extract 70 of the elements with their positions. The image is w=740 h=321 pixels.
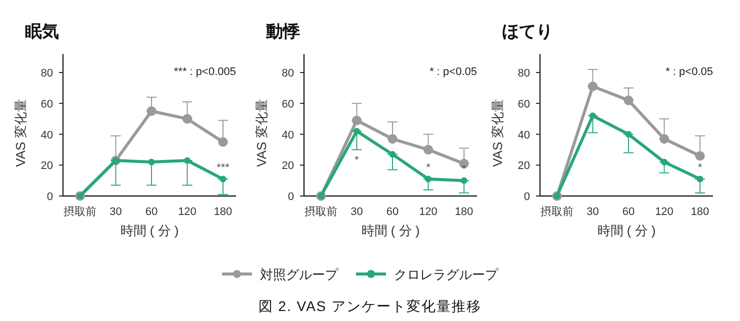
point	[148, 158, 155, 166]
y-tick-label: 0	[46, 191, 53, 203]
y-tick-label: 40	[518, 129, 530, 142]
y-tick-label: 60	[282, 98, 294, 110]
point	[352, 116, 362, 126]
x-tick-label: 60	[622, 206, 635, 218]
y-tick-label: 20	[518, 160, 530, 172]
x-axis-title: 時間 ( 分 )	[361, 223, 420, 238]
point	[423, 144, 434, 154]
annotation: *	[426, 162, 432, 174]
x-tick-label: 180	[454, 206, 474, 218]
legend-label: 対照グループ	[260, 267, 339, 282]
y-tick-label: 80	[518, 68, 530, 80]
point	[625, 130, 632, 138]
y-tick-label: 80	[40, 68, 53, 80]
point	[389, 151, 396, 158]
chart-title: 眠気	[25, 22, 59, 41]
x-tick-label: 180	[690, 206, 710, 218]
point	[184, 157, 191, 164]
y-axis-title: VAS 変化量	[254, 99, 269, 167]
x-tick-label: 摂取前	[304, 206, 338, 218]
x-tick-label: 120	[655, 206, 674, 218]
x-tick-label: 30	[110, 206, 122, 218]
point	[660, 158, 668, 166]
y-tick-label: 40	[40, 129, 53, 142]
y-tick-label: 60	[40, 98, 53, 110]
annotation: ***	[216, 162, 230, 174]
x-tick-label: 60	[145, 206, 158, 218]
x-tick-label: 60	[386, 206, 399, 218]
annotation: * : p<0.05	[430, 66, 477, 78]
point	[659, 134, 670, 144]
legend-label: クロレラグループ	[394, 267, 499, 282]
chart-title: ほてり	[502, 22, 553, 41]
x-tick-label: 120	[178, 206, 196, 218]
x-tick-label: 摂取前	[64, 206, 96, 218]
point	[624, 96, 634, 106]
caption: 図 2. VAS アンケート変化量推移	[258, 298, 482, 314]
point	[353, 128, 360, 134]
annotation: *	[698, 162, 703, 174]
x-tick-label: 摂取前	[540, 206, 574, 218]
point	[146, 106, 156, 116]
annotation: *	[354, 154, 360, 167]
y-tick-label: 0	[288, 191, 294, 203]
x-axis-title: 時間 ( 分 )	[597, 223, 656, 238]
point	[220, 176, 226, 182]
point	[696, 176, 704, 182]
point	[218, 137, 228, 147]
point	[588, 82, 598, 92]
point	[695, 151, 705, 161]
x-tick-label: 30	[350, 206, 363, 218]
y-tick-label: 0	[524, 191, 530, 203]
y-axis-title: VAS 変化量	[490, 99, 505, 167]
y-tick-label: 80	[282, 68, 294, 80]
annotation: *** : p<0.005	[174, 66, 236, 78]
chart-title: 動悸	[265, 22, 300, 41]
point	[424, 176, 432, 182]
x-tick-label: 120	[419, 206, 438, 218]
x-axis-title: 時間 ( 分 )	[120, 223, 179, 238]
y-axis-title: VAS 変化量	[13, 99, 28, 167]
point	[460, 177, 468, 184]
y-tick-label: 20	[282, 160, 294, 172]
point	[388, 134, 398, 144]
y-tick-label: 20	[40, 160, 53, 172]
y-tick-label: 40	[282, 129, 294, 142]
point	[589, 112, 596, 120]
y-tick-label: 60	[518, 98, 530, 110]
annotation: * : p<0.05	[666, 66, 713, 78]
x-tick-label: 30	[586, 206, 599, 218]
point	[182, 114, 192, 124]
x-tick-label: 180	[214, 206, 232, 218]
